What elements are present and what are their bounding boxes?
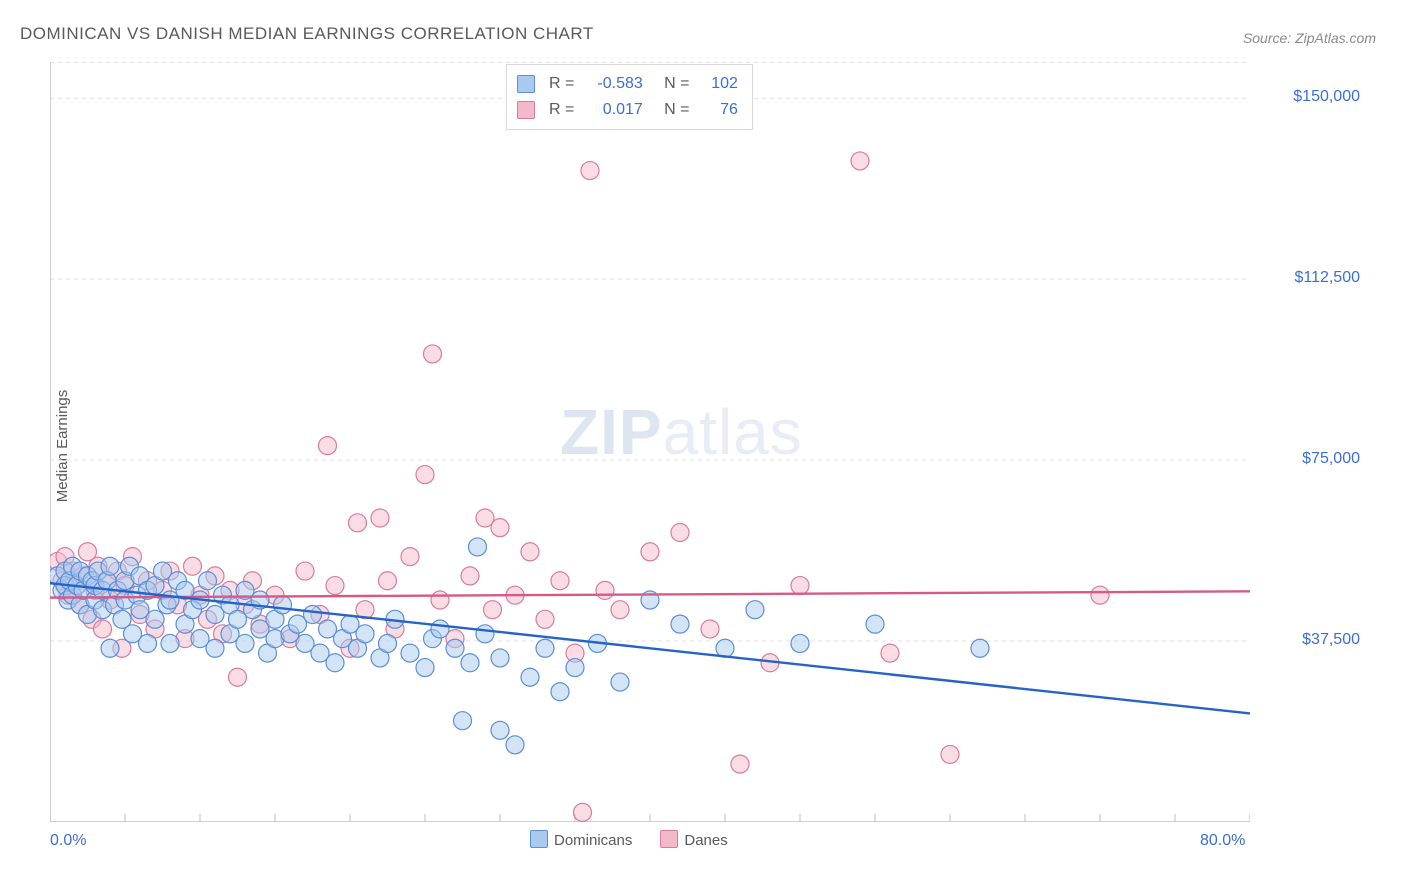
legend-swatch [517, 101, 535, 119]
legend-swatch [660, 830, 678, 848]
legend-swatch [530, 830, 548, 848]
stat-r-value: -0.583 [587, 71, 643, 97]
x-tick-label: 0.0% [50, 832, 86, 850]
stat-n-value: 102 [702, 71, 738, 97]
y-tick-label: $37,500 [1270, 631, 1360, 649]
stats-row: R = -0.583 N = 102 [517, 71, 738, 97]
x-tick-label: 80.0% [1200, 832, 1245, 850]
stats-row: R = 0.017 N = 76 [517, 97, 738, 123]
y-tick-label: $150,000 [1270, 88, 1360, 106]
stat-n-label: N = [651, 97, 694, 123]
scatter-chart [50, 62, 1250, 822]
y-tick-label: $112,500 [1270, 269, 1360, 287]
stat-n-value: 76 [702, 97, 738, 123]
legend-swatch [517, 75, 535, 93]
legend-item: Dominicans [530, 830, 632, 849]
stat-n-label: N = [651, 71, 694, 97]
chart-title: DOMINICAN VS DANISH MEDIAN EARNINGS CORR… [20, 24, 594, 44]
correlation-stats-box: R = -0.583 N = 102R = 0.017 N = 76 [506, 64, 753, 130]
legend-label: Danes [684, 832, 727, 849]
legend-label: Dominicans [554, 832, 632, 849]
stat-r-label: R = [549, 71, 579, 97]
stat-r-label: R = [549, 97, 579, 123]
plot-area [50, 62, 1250, 822]
y-tick-label: $75,000 [1270, 450, 1360, 468]
source-label: Source: ZipAtlas.com [1243, 30, 1376, 46]
legend: Dominicans Danes [530, 830, 728, 849]
legend-item: Danes [660, 830, 727, 849]
stat-r-value: 0.017 [587, 97, 643, 123]
